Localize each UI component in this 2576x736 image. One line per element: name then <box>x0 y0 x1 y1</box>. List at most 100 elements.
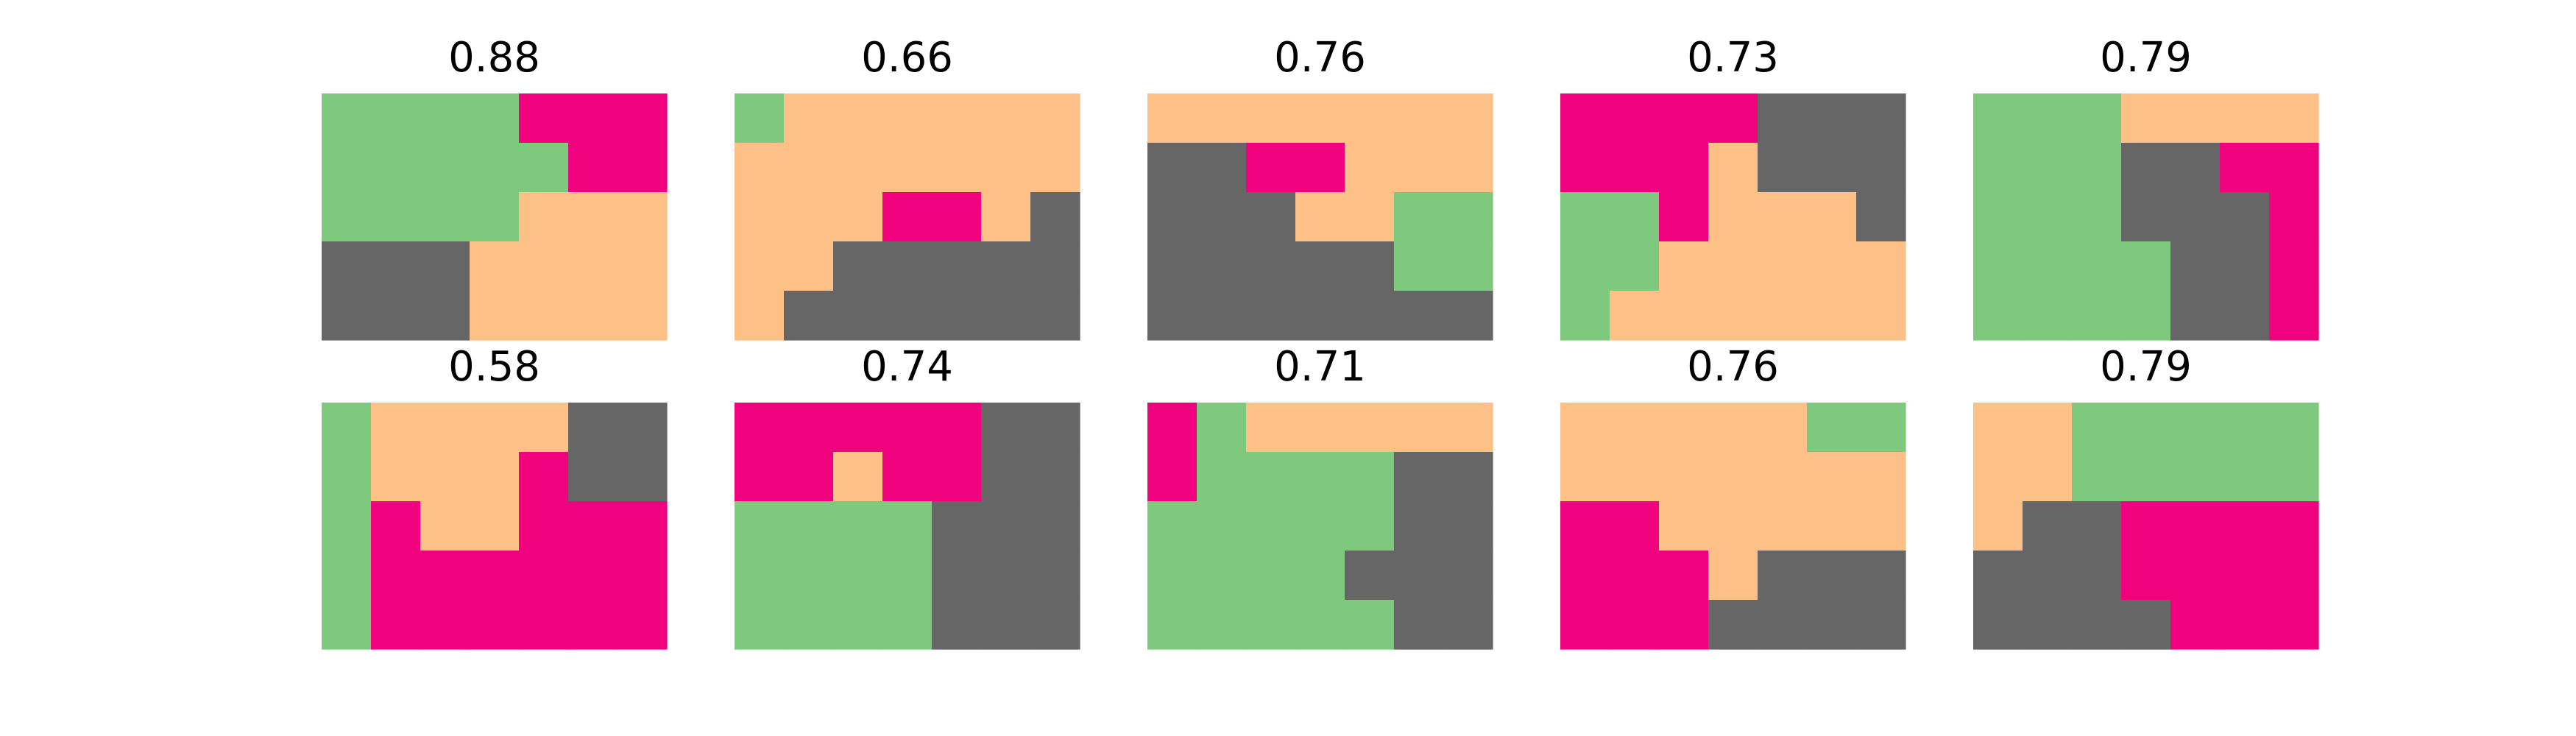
heatmap-cell <box>2170 241 2221 291</box>
panel-title: 0.74 <box>861 343 953 391</box>
heatmap-cell <box>833 241 883 291</box>
heatmap-panel: 0.74 <box>735 343 1080 650</box>
heatmap-cell <box>371 600 421 650</box>
heatmap-cell <box>1610 143 1660 193</box>
heatmap-cell <box>1856 291 1906 341</box>
heatmap-cell <box>1394 501 1444 551</box>
heatmap-cell <box>2220 600 2270 650</box>
heatmap-cell <box>2121 600 2171 650</box>
heatmap-cell <box>932 192 982 242</box>
heatmap-cell <box>882 192 933 242</box>
heatmap-cell <box>420 241 470 291</box>
heatmap-cell <box>1758 600 1808 650</box>
heatmap-cell <box>1659 452 1709 502</box>
heatmap-cell <box>882 403 933 453</box>
heatmap-cell <box>1758 93 1808 144</box>
heatmap-cell <box>1030 551 1080 601</box>
heatmap-cell <box>1807 192 1857 242</box>
heatmap-cell <box>2023 192 2073 242</box>
heatmap-cell <box>784 600 834 650</box>
heatmap-cell <box>882 241 933 291</box>
heatmap-cell <box>981 501 1031 551</box>
heatmap-cell <box>568 241 618 291</box>
heatmap-cell <box>568 501 618 551</box>
heatmap-cell <box>1295 600 1345 650</box>
heatmap-cell <box>833 143 883 193</box>
heatmap-cell <box>1147 192 1197 242</box>
heatmap-cell <box>470 551 520 601</box>
panel-title: 0.66 <box>861 34 953 82</box>
heatmap-cell <box>1659 143 1709 193</box>
heatmap-cell <box>618 143 668 193</box>
heatmap-cell <box>784 143 834 193</box>
heatmap-cell <box>1807 143 1857 193</box>
heatmap-cell <box>1345 501 1395 551</box>
heatmap-cell <box>1973 192 2023 242</box>
heatmap-cell <box>1659 600 1709 650</box>
heatmap-cell <box>1973 143 2023 193</box>
heatmap-cell <box>1295 452 1345 502</box>
heatmap-cell <box>1295 241 1345 291</box>
heatmap-cell <box>420 501 470 551</box>
heatmap-cell <box>1246 501 1296 551</box>
heatmap-cell <box>1807 551 1857 601</box>
heatmap-cell <box>2121 143 2171 193</box>
heatmap-cell <box>735 143 785 193</box>
heatmap-cell <box>735 403 785 453</box>
heatmap-cell <box>1973 551 2023 601</box>
heatmap-cell <box>1560 143 1610 193</box>
heatmap-cell <box>1147 241 1197 291</box>
heatmap-cell <box>2269 93 2319 144</box>
heatmap-cell <box>519 143 569 193</box>
heatmap-cell <box>618 192 668 242</box>
panel-title: 0.88 <box>448 34 540 82</box>
heatmap-panel: 0.58 <box>322 343 668 650</box>
heatmap-cell <box>735 291 785 341</box>
heatmap-cell <box>1394 291 1444 341</box>
heatmap-cell <box>1246 403 1296 453</box>
heatmap-cell <box>322 403 372 453</box>
heatmap-cell <box>1147 600 1197 650</box>
heatmap-cell <box>882 551 933 601</box>
heatmap-cell <box>568 143 618 193</box>
heatmap-cell <box>1610 551 1660 601</box>
heatmap-cell <box>322 501 372 551</box>
heatmap-cell <box>1708 403 1758 453</box>
heatmap-cell <box>1610 452 1660 502</box>
heatmap-cell <box>618 501 668 551</box>
heatmap-cell <box>470 501 520 551</box>
heatmap-cell <box>1197 241 1247 291</box>
heatmap-cell <box>470 291 520 341</box>
heatmap-cell <box>1394 452 1444 502</box>
heatmap-cell <box>1758 452 1808 502</box>
heatmap-cell <box>1345 93 1395 144</box>
heatmap-cell <box>1394 600 1444 650</box>
heatmap-cell <box>1197 192 1247 242</box>
heatmap-cell <box>1443 93 1493 144</box>
heatmap-cell <box>470 403 520 453</box>
heatmap-cell <box>1856 551 1906 601</box>
heatmap-cell <box>2072 241 2122 291</box>
heatmap-cell <box>1807 241 1857 291</box>
heatmap-cell <box>1030 143 1080 193</box>
heatmap-cell <box>882 501 933 551</box>
heatmap-cell <box>1443 241 1493 291</box>
heatmap-cell <box>1147 501 1197 551</box>
heatmap-cell <box>2023 600 2073 650</box>
heatmap-cell <box>1345 551 1395 601</box>
heatmap-cell <box>1659 551 1709 601</box>
heatmap-cell <box>882 143 933 193</box>
heatmap-cell <box>1197 452 1247 502</box>
heatmap-cell <box>568 600 618 650</box>
heatmap-cell <box>1443 143 1493 193</box>
heatmap-cell <box>784 551 834 601</box>
heatmap-cell <box>1295 192 1345 242</box>
heatmap-cell <box>371 143 421 193</box>
heatmap-cell <box>371 192 421 242</box>
heatmap-cell <box>784 192 834 242</box>
heatmap-cell <box>1560 241 1610 291</box>
heatmap-cell <box>1560 600 1610 650</box>
heatmap-cell <box>2023 403 2073 453</box>
heatmap-cell <box>1443 551 1493 601</box>
heatmap-cell <box>420 452 470 502</box>
